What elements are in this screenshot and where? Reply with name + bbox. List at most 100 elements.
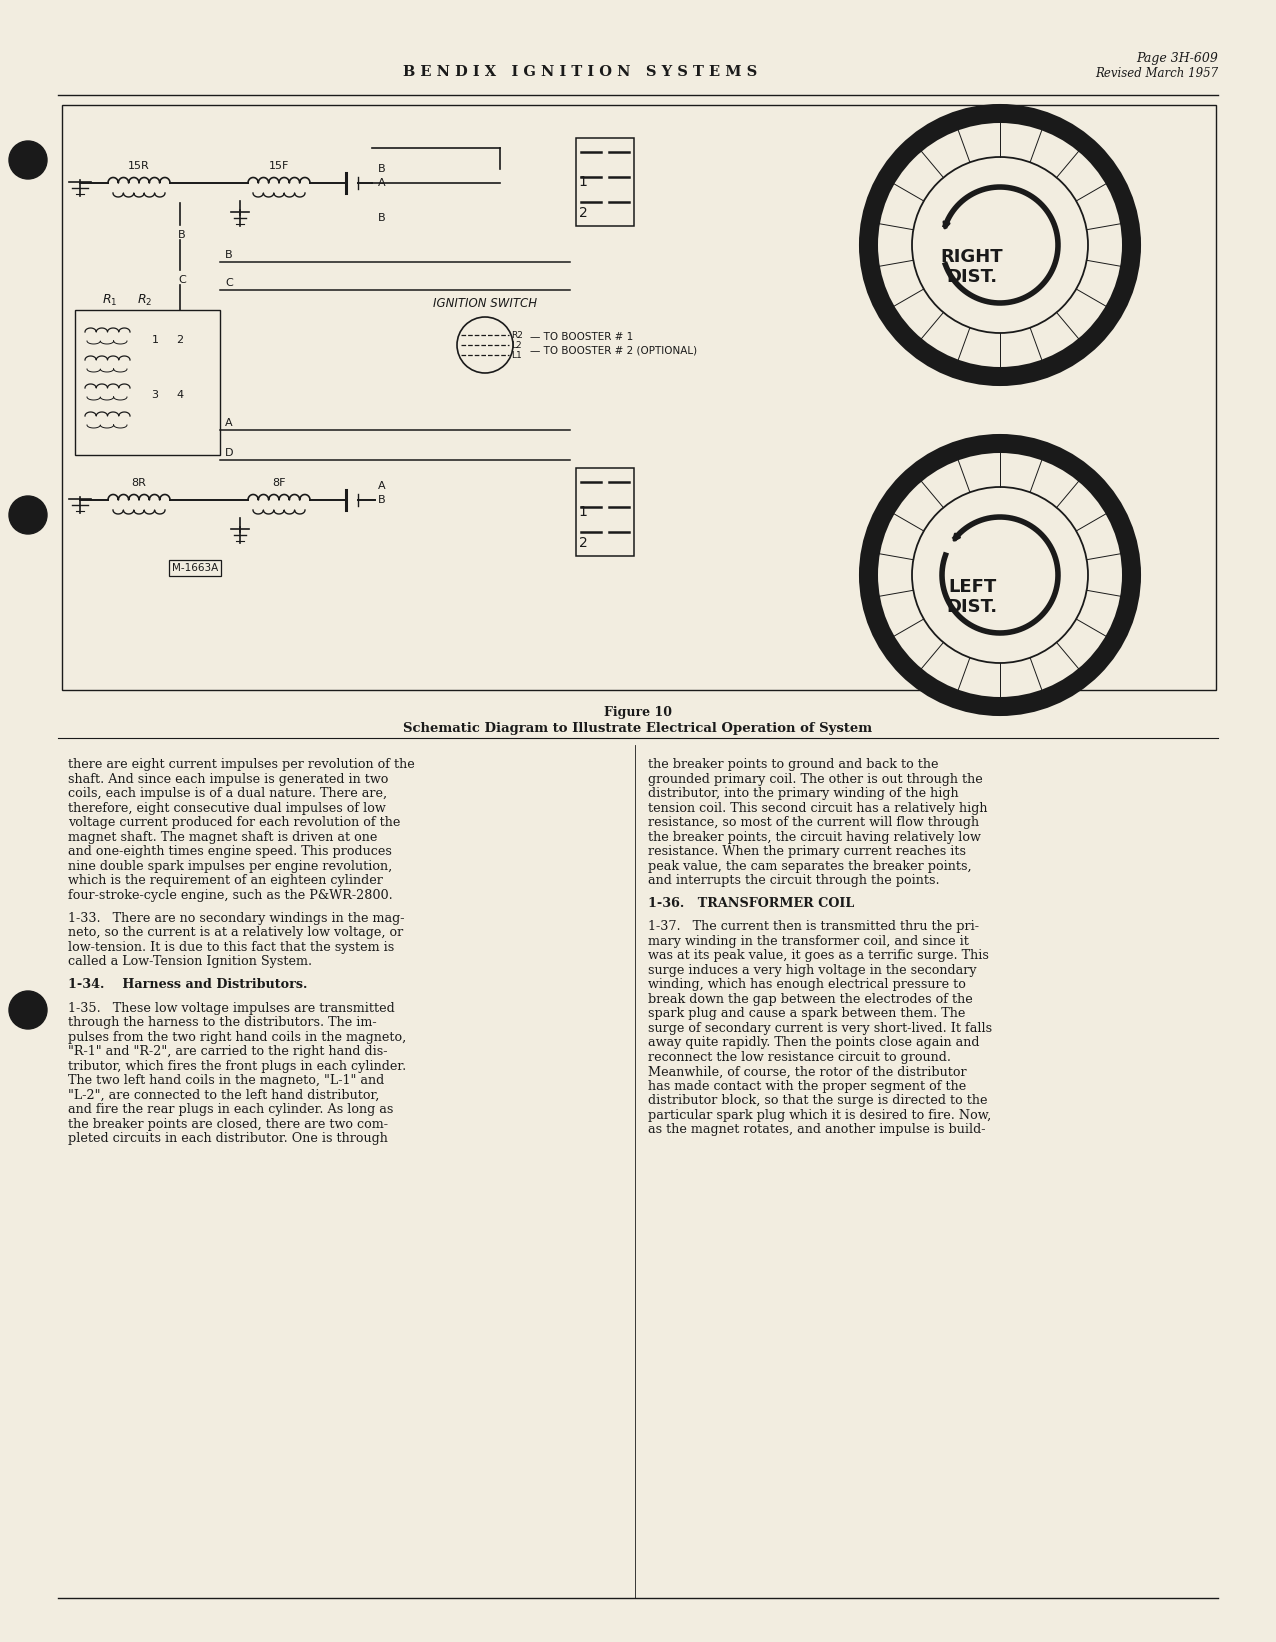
Circle shape <box>912 158 1088 333</box>
Text: C: C <box>225 277 232 287</box>
Text: 4R: 4R <box>1078 668 1090 680</box>
Text: 3R: 3R <box>949 693 961 701</box>
Text: low-tension. It is due to this fact that the system is: low-tension. It is due to this fact that… <box>68 941 394 954</box>
Circle shape <box>860 105 1139 384</box>
Text: 1: 1 <box>152 335 158 345</box>
Text: 2F: 2F <box>868 263 875 273</box>
Text: magnet shaft. The magnet shaft is driven at one: magnet shaft. The magnet shaft is driven… <box>68 831 378 844</box>
Text: 15F: 15F <box>269 161 290 171</box>
Text: 11F: 11F <box>868 215 877 230</box>
Text: B: B <box>378 494 385 506</box>
Text: LEFT: LEFT <box>948 578 997 596</box>
Text: 7F: 7F <box>883 304 892 315</box>
Text: L2: L2 <box>510 340 522 350</box>
Text: 1-36.   TRANSFORMER COIL: 1-36. TRANSFORMER COIL <box>648 897 854 910</box>
Text: $R_1$: $R_1$ <box>102 292 117 307</box>
Bar <box>63 105 1216 690</box>
Text: 15R: 15R <box>1036 448 1053 458</box>
Text: 2R: 2R <box>868 593 875 603</box>
Text: peak value, the cam separates the breaker points,: peak value, the cam separates the breake… <box>648 859 971 872</box>
Text: 8F: 8F <box>272 478 286 488</box>
Text: 1: 1 <box>578 506 587 519</box>
Text: Meanwhile, of course, the rotor of the distributor: Meanwhile, of course, the rotor of the d… <box>648 1066 967 1079</box>
Text: Schematic Diagram to Illustrate Electrical Operation of System: Schematic Diagram to Illustrate Electric… <box>403 721 873 734</box>
Text: 1-37.   The current then is transmitted thru the pri-: 1-37. The current then is transmitted th… <box>648 921 979 933</box>
Text: mary winding in the transformer coil, and since it: mary winding in the transformer coil, an… <box>648 934 968 947</box>
Text: B: B <box>179 230 186 240</box>
Text: 4R: 4R <box>911 470 923 481</box>
Text: 5F: 5F <box>1124 217 1132 228</box>
Circle shape <box>9 992 47 1030</box>
Text: — TO BOOSTER # 2 (OPTIONAL): — TO BOOSTER # 2 (OPTIONAL) <box>530 345 697 355</box>
Text: away quite rapidly. Then the points close again and: away quite rapidly. Then the points clos… <box>648 1036 980 1049</box>
Text: surge of secondary current is very short-lived. It falls: surge of secondary current is very short… <box>648 1021 993 1034</box>
Text: voltage current produced for each revolution of the: voltage current produced for each revolu… <box>68 816 401 829</box>
Text: Figure 10: Figure 10 <box>604 706 672 719</box>
Text: 17F: 17F <box>882 172 893 187</box>
Text: distributor block, so that the surge is directed to the: distributor block, so that the surge is … <box>648 1095 988 1107</box>
Text: pleted circuits in each distributor. One is through: pleted circuits in each distributor. One… <box>68 1131 388 1144</box>
Bar <box>575 138 634 227</box>
Text: 13F: 13F <box>1036 361 1053 373</box>
Text: Page 3H-609: Page 3H-609 <box>1136 53 1219 66</box>
Text: DIST.: DIST. <box>947 598 998 616</box>
Text: 2: 2 <box>176 335 184 345</box>
Text: surge induces a very high voltage in the secondary: surge induces a very high voltage in the… <box>648 964 976 977</box>
Text: 16F: 16F <box>948 118 963 128</box>
Text: 4: 4 <box>176 391 184 401</box>
Text: through the harness to the distributors. The im-: through the harness to the distributors.… <box>68 1016 376 1030</box>
Text: 16R: 16R <box>948 448 963 458</box>
Text: winding, which has enough electrical pressure to: winding, which has enough electrical pre… <box>648 979 966 992</box>
Circle shape <box>878 453 1122 696</box>
Text: resistance, so most of the current will flow through: resistance, so most of the current will … <box>648 816 979 829</box>
Text: 8R: 8R <box>131 478 147 488</box>
Text: M-1663A: M-1663A <box>172 563 218 573</box>
Text: "R-1" and "R-2", are carried to the right hand dis-: "R-1" and "R-2", are carried to the righ… <box>68 1044 388 1057</box>
Text: break down the gap between the electrodes of the: break down the gap between the electrode… <box>648 993 972 1007</box>
Text: tributor, which fires the front plugs in each cylinder.: tributor, which fires the front plugs in… <box>68 1059 406 1072</box>
Text: 8R: 8R <box>995 703 1005 708</box>
Text: 12R: 12R <box>909 667 924 681</box>
Text: 3: 3 <box>152 391 158 401</box>
Text: 1-35.   These low voltage impulses are transmitted: 1-35. These low voltage impulses are tra… <box>68 1002 394 1015</box>
Circle shape <box>912 488 1088 663</box>
Text: C: C <box>179 274 186 286</box>
Text: distributor, into the primary winding of the high: distributor, into the primary winding of… <box>648 787 958 800</box>
Text: IGNITION SWITCH: IGNITION SWITCH <box>433 297 537 309</box>
Text: called a Low-Tension Ignition System.: called a Low-Tension Ignition System. <box>68 956 313 969</box>
Text: 10R: 10R <box>1106 502 1119 517</box>
Text: shaft. And since each impulse is generated in two: shaft. And since each impulse is generat… <box>68 772 388 785</box>
Text: 14R: 14R <box>1124 589 1132 606</box>
Text: The two left hand coils in the magneto, "L-1" and: The two left hand coils in the magneto, … <box>68 1074 384 1087</box>
Text: "L-2", are connected to the left hand distributor,: "L-2", are connected to the left hand di… <box>68 1089 379 1102</box>
Text: 13R: 13R <box>1036 691 1053 703</box>
Text: pulses from the two right hand coils in the magneto,: pulses from the two right hand coils in … <box>68 1031 406 1044</box>
Text: 10F: 10F <box>1106 172 1119 187</box>
Circle shape <box>860 435 1139 714</box>
Text: B: B <box>378 164 385 174</box>
Text: coils, each impulse is of a dual nature. There are,: coils, each impulse is of a dual nature.… <box>68 787 387 800</box>
Text: the breaker points, the circuit having relatively low: the breaker points, the circuit having r… <box>648 831 981 844</box>
Text: L1: L1 <box>510 350 522 360</box>
Text: 6F: 6F <box>1078 140 1090 151</box>
Text: grounded primary coil. The other is out through the: grounded primary coil. The other is out … <box>648 772 983 785</box>
Text: and fire the rear plugs in each cylinder. As long as: and fire the rear plugs in each cylinder… <box>68 1103 393 1117</box>
Text: B: B <box>378 213 385 223</box>
Text: 17R: 17R <box>880 502 893 517</box>
Text: R2: R2 <box>510 330 523 340</box>
Circle shape <box>878 123 1122 368</box>
Text: — TO BOOSTER # 1: — TO BOOSTER # 1 <box>530 332 633 342</box>
Text: 1F: 1F <box>995 112 1004 118</box>
Text: D: D <box>225 448 234 458</box>
Text: 4F: 4F <box>911 140 923 151</box>
Text: DIST.: DIST. <box>947 268 998 286</box>
Text: 1-33.   There are no secondary windings in the mag-: 1-33. There are no secondary windings in… <box>68 911 404 924</box>
Text: which is the requirement of an eighteen cylinder: which is the requirement of an eighteen … <box>68 874 383 887</box>
Text: A: A <box>225 419 232 429</box>
Text: tension coil. This second circuit has a relatively high: tension coil. This second circuit has a … <box>648 801 988 814</box>
Text: and interrupts the circuit through the points.: and interrupts the circuit through the p… <box>648 874 939 887</box>
Bar <box>75 310 219 455</box>
Text: $R_2$: $R_2$ <box>138 292 153 307</box>
Text: 5R: 5R <box>1124 547 1132 558</box>
Circle shape <box>9 141 47 179</box>
